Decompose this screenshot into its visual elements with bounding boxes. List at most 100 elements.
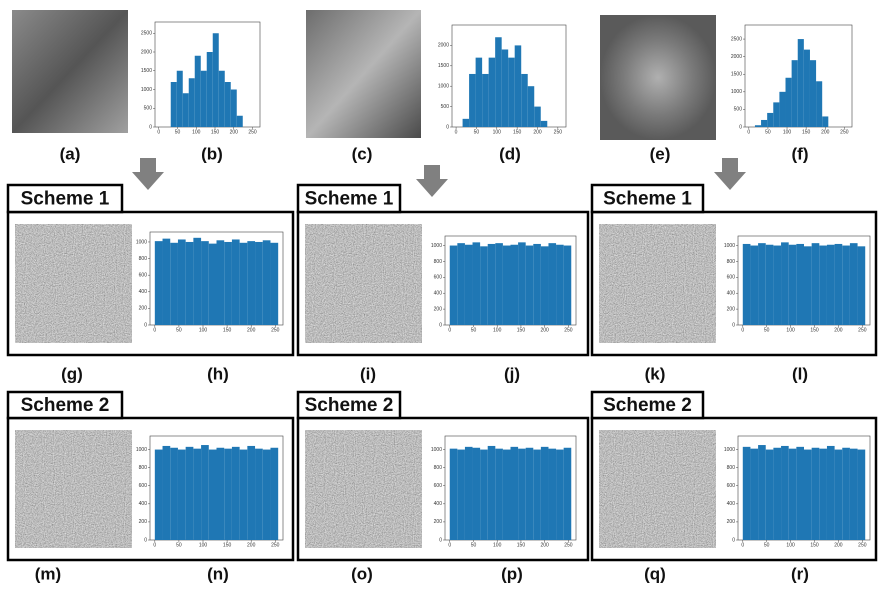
y-tick-label: 600 (434, 275, 443, 281)
panel-label: (g) (61, 364, 83, 383)
histogram-bar (201, 445, 209, 540)
histogram-bar (758, 243, 766, 325)
histogram-bar (178, 450, 186, 540)
histogram-bar (482, 74, 489, 127)
y-tick-label: 1000 (431, 447, 442, 453)
x-tick-label: 100 (783, 129, 792, 135)
x-tick-label: 250 (271, 542, 280, 548)
x-tick-label: 150 (810, 542, 819, 548)
y-tick-label: 500 (144, 106, 153, 112)
y-tick-label: 600 (434, 483, 443, 489)
x-tick-label: 250 (840, 129, 849, 135)
histogram-bar (225, 82, 231, 127)
scheme-label: Scheme 1 (21, 189, 110, 210)
y-tick-label: 500 (441, 104, 450, 110)
histogram-bar (533, 450, 541, 540)
histogram-bar (850, 449, 858, 540)
histogram-bar (804, 50, 810, 127)
histogram-bar (480, 450, 488, 540)
x-tick-label: 250 (248, 129, 257, 135)
scheme-label: Scheme 2 (603, 395, 692, 416)
histogram-bar (518, 449, 526, 540)
histogram-bar (201, 71, 207, 127)
histogram-bar (209, 244, 217, 325)
histogram-bar (827, 245, 835, 325)
histogram-bar (789, 449, 797, 540)
histogram-bar (743, 244, 751, 325)
histogram-bar (193, 238, 201, 325)
histogram-bar (556, 450, 564, 540)
histogram-bar (247, 241, 255, 325)
x-tick-label: 250 (858, 327, 867, 333)
histogram-bar (488, 446, 496, 540)
y-tick-label: 1000 (141, 87, 152, 93)
histogram-bar (495, 449, 503, 540)
y-tick-label: 1500 (141, 68, 152, 74)
y-tick-label: 1000 (136, 447, 147, 453)
histogram-bar (812, 243, 820, 325)
arrow (714, 158, 746, 190)
y-tick-label: 200 (139, 519, 148, 525)
x-tick-label: 200 (541, 542, 550, 548)
histogram-bar (766, 450, 774, 540)
histogram-bar (804, 450, 812, 540)
y-tick-label: 0 (439, 537, 442, 543)
x-tick-label: 0 (455, 129, 458, 135)
y-tick-label: 400 (727, 501, 736, 507)
histogram-bar (511, 245, 519, 325)
histogram-bar (213, 33, 219, 127)
histogram-bar (170, 243, 178, 325)
x-tick-label: 150 (223, 327, 232, 333)
histogram-bar (480, 246, 488, 325)
y-tick-label: 400 (434, 501, 443, 507)
histogram-bar (796, 447, 804, 540)
histogram-bar (548, 449, 556, 540)
panel-label: (e) (650, 144, 671, 163)
histogram-bar (231, 90, 237, 128)
x-tick-label: 50 (474, 129, 480, 135)
y-tick-label: 1000 (724, 243, 735, 249)
y-tick-label: 2000 (141, 49, 152, 55)
x-tick-label: 150 (810, 327, 819, 333)
photo-lena (12, 10, 128, 133)
histogram-bar (819, 449, 827, 540)
histogram-bar (767, 113, 773, 127)
histogram-bar (270, 243, 278, 325)
x-tick-label: 150 (513, 129, 522, 135)
x-tick-label: 50 (471, 327, 477, 333)
arrow (132, 158, 164, 190)
histogram-bar (217, 448, 225, 540)
y-tick-label: 200 (727, 519, 736, 525)
histogram-bar (217, 240, 225, 325)
histogram-bar (503, 450, 511, 540)
histogram-bar (240, 450, 248, 540)
histogram-bar (170, 448, 178, 540)
histogram-bar (810, 60, 816, 127)
histogram-bar (858, 450, 866, 540)
panel-label: (p) (501, 564, 523, 583)
encrypted-image (305, 430, 422, 548)
x-tick-label: 250 (564, 327, 573, 333)
histogram-bar (541, 447, 549, 540)
x-tick-label: 0 (153, 542, 156, 548)
histogram-bar (489, 58, 496, 127)
histogram-bar (473, 448, 481, 540)
histogram-bar (209, 450, 217, 540)
histogram-bar (263, 240, 271, 325)
histogram-bar (502, 49, 509, 127)
histogram-bar (758, 445, 766, 540)
histogram-bar (469, 74, 476, 127)
histogram-bar (781, 242, 789, 325)
histogram-bar (465, 245, 473, 325)
histogram-bar (548, 243, 556, 325)
x-tick-label: 100 (493, 327, 502, 333)
y-tick-label: 800 (434, 259, 443, 265)
x-tick-label: 200 (247, 542, 256, 548)
histogram-bar (835, 450, 843, 540)
histogram-bar (488, 244, 496, 325)
x-tick-label: 200 (533, 129, 542, 135)
y-tick-label: 800 (139, 256, 148, 262)
histogram-bar (766, 245, 774, 325)
y-tick-label: 800 (139, 465, 148, 471)
histogram-bar (207, 52, 213, 127)
